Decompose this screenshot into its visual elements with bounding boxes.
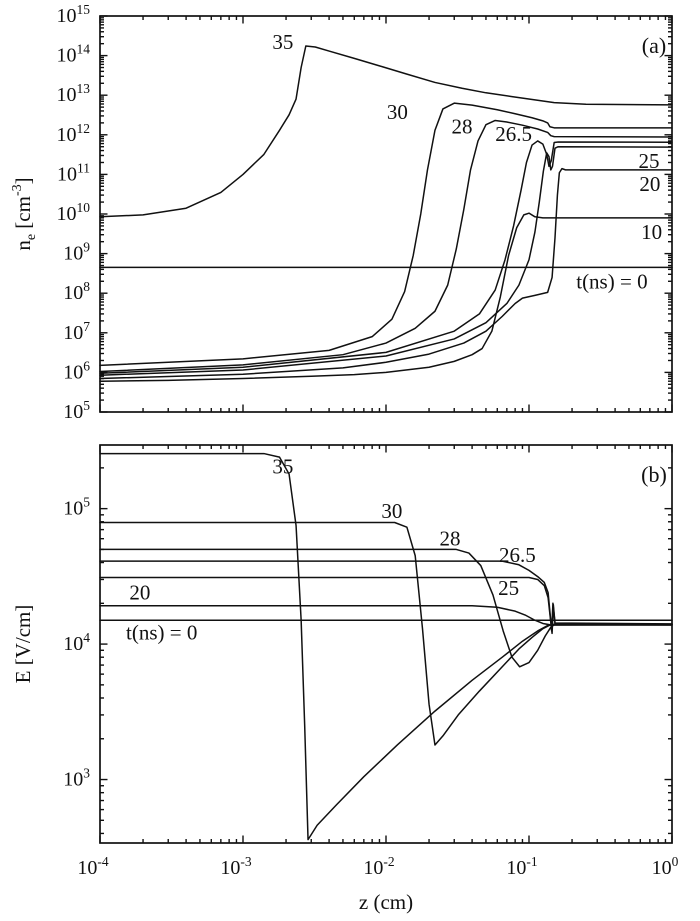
curve-label-20: 20 xyxy=(129,581,150,605)
curve-t-26-5 xyxy=(99,140,673,375)
panel-letter-b: (b) xyxy=(641,462,667,487)
curve-t-26-5 xyxy=(99,560,673,632)
y-tick-label: 1012 xyxy=(57,121,91,146)
curve-label-30: 30 xyxy=(387,100,408,124)
curve-label-25: 25 xyxy=(638,149,659,173)
x-axis-title: z (cm) xyxy=(359,890,413,914)
curve-t-20 xyxy=(99,167,673,380)
curve-label-30: 30 xyxy=(381,499,402,523)
curve-label-28: 28 xyxy=(439,527,460,551)
curve-t-30 xyxy=(99,521,673,746)
curve-label-tns0: t(ns) = 0 xyxy=(126,620,197,644)
curve-t-20 xyxy=(99,604,673,626)
curve-label-35: 35 xyxy=(272,454,293,478)
curve-label-265: 26.5 xyxy=(499,543,536,567)
curve-t-35 xyxy=(99,452,673,841)
curve-label-25: 25 xyxy=(498,576,519,600)
curve-t-10 xyxy=(99,212,673,382)
y-axis-title: ne [cm-3] xyxy=(10,177,39,250)
y-axis-title: E [V/cm] xyxy=(11,605,35,684)
x-tick-label: 10-1 xyxy=(506,854,537,879)
curve-label-20: 20 xyxy=(639,172,660,196)
y-tick-label: 1014 xyxy=(57,42,91,67)
curve-t-35 xyxy=(99,45,673,218)
y-tick-label: 108 xyxy=(63,279,90,304)
y-tick-label: 105 xyxy=(63,495,90,520)
curve-t-30 xyxy=(99,102,673,367)
curve-t-25 xyxy=(99,145,673,376)
curve-t-28 xyxy=(99,119,673,373)
curve-label-10: 10 xyxy=(641,220,662,244)
panel-letter-a: (a) xyxy=(642,33,666,58)
curve-label-35: 35 xyxy=(272,30,293,54)
curve-label-28: 28 xyxy=(452,115,473,139)
curve-label-tns0: t(ns) = 0 xyxy=(576,269,647,293)
curve-t-28 xyxy=(99,548,673,668)
curve-label-265: 26.5 xyxy=(495,122,532,146)
